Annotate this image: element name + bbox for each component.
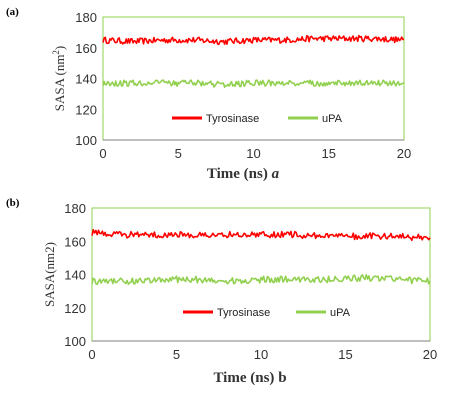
chart-panel-1: (b) 100 120 140 160 180 0 5 10 15 20 Time (ns) b SAS…: [6, 197, 437, 386]
series-line-tyrosinase: [102, 34, 405, 46]
series-line-tyrosinase: [91, 229, 431, 242]
x-tick-label: 10: [246, 146, 260, 161]
x-axis-label-suffix: b: [278, 370, 286, 386]
y-axis-label: SASA (nm2): [51, 46, 67, 112]
y-tick-label: 160: [75, 41, 97, 56]
plot-area: [91, 207, 431, 342]
x-tick-label: 5: [173, 347, 180, 362]
x-tick-label: 0: [88, 347, 95, 362]
legend-label-upa: uPA: [330, 307, 351, 319]
chart-panel-0: (a) 100 120 140 160 180 0 5 10 15 20 Time (ns) a SAS…: [6, 6, 411, 182]
y-tick-label: 180: [75, 10, 97, 25]
y-tick-label: 140: [64, 268, 86, 283]
x-tick-label: 15: [338, 347, 352, 362]
x-tick-label: 5: [175, 146, 182, 161]
x-tick-label: 10: [254, 347, 268, 362]
y-tick-label: 180: [64, 201, 86, 216]
panel-label: (a): [6, 6, 19, 18]
panel-label: (b): [6, 197, 20, 209]
x-tick-label: 15: [322, 146, 336, 161]
x-tick-label: 0: [99, 146, 106, 161]
y-tick-label: 140: [75, 72, 97, 87]
legend-label-tyrosinase: Tyrosinase: [217, 307, 270, 319]
x-axis-label: Time (ns) a: [207, 166, 280, 182]
y-tick-label: 100: [64, 334, 86, 349]
y-tick-label: 160: [64, 234, 86, 249]
y-axis-label: SASA(nm2): [42, 242, 57, 307]
x-tick-label: 20: [397, 146, 411, 161]
x-axis-label: Time (ns) b: [213, 370, 286, 386]
y-tick-label: 120: [75, 102, 97, 117]
series-line-upa: [91, 273, 431, 286]
y-axis-label-end: ): [52, 46, 67, 50]
x-axis-label-suffix: a: [272, 166, 280, 182]
y-tick-label: 100: [75, 133, 97, 148]
legend-label-tyrosinase: Tyrosinase: [206, 113, 259, 125]
series-line-upa: [102, 79, 405, 88]
legend-label-upa: uPA: [322, 113, 343, 125]
y-tick-label: 120: [64, 301, 86, 316]
x-tick-label: 20: [423, 347, 437, 362]
y-axis-label-superscript: 2: [51, 50, 61, 55]
